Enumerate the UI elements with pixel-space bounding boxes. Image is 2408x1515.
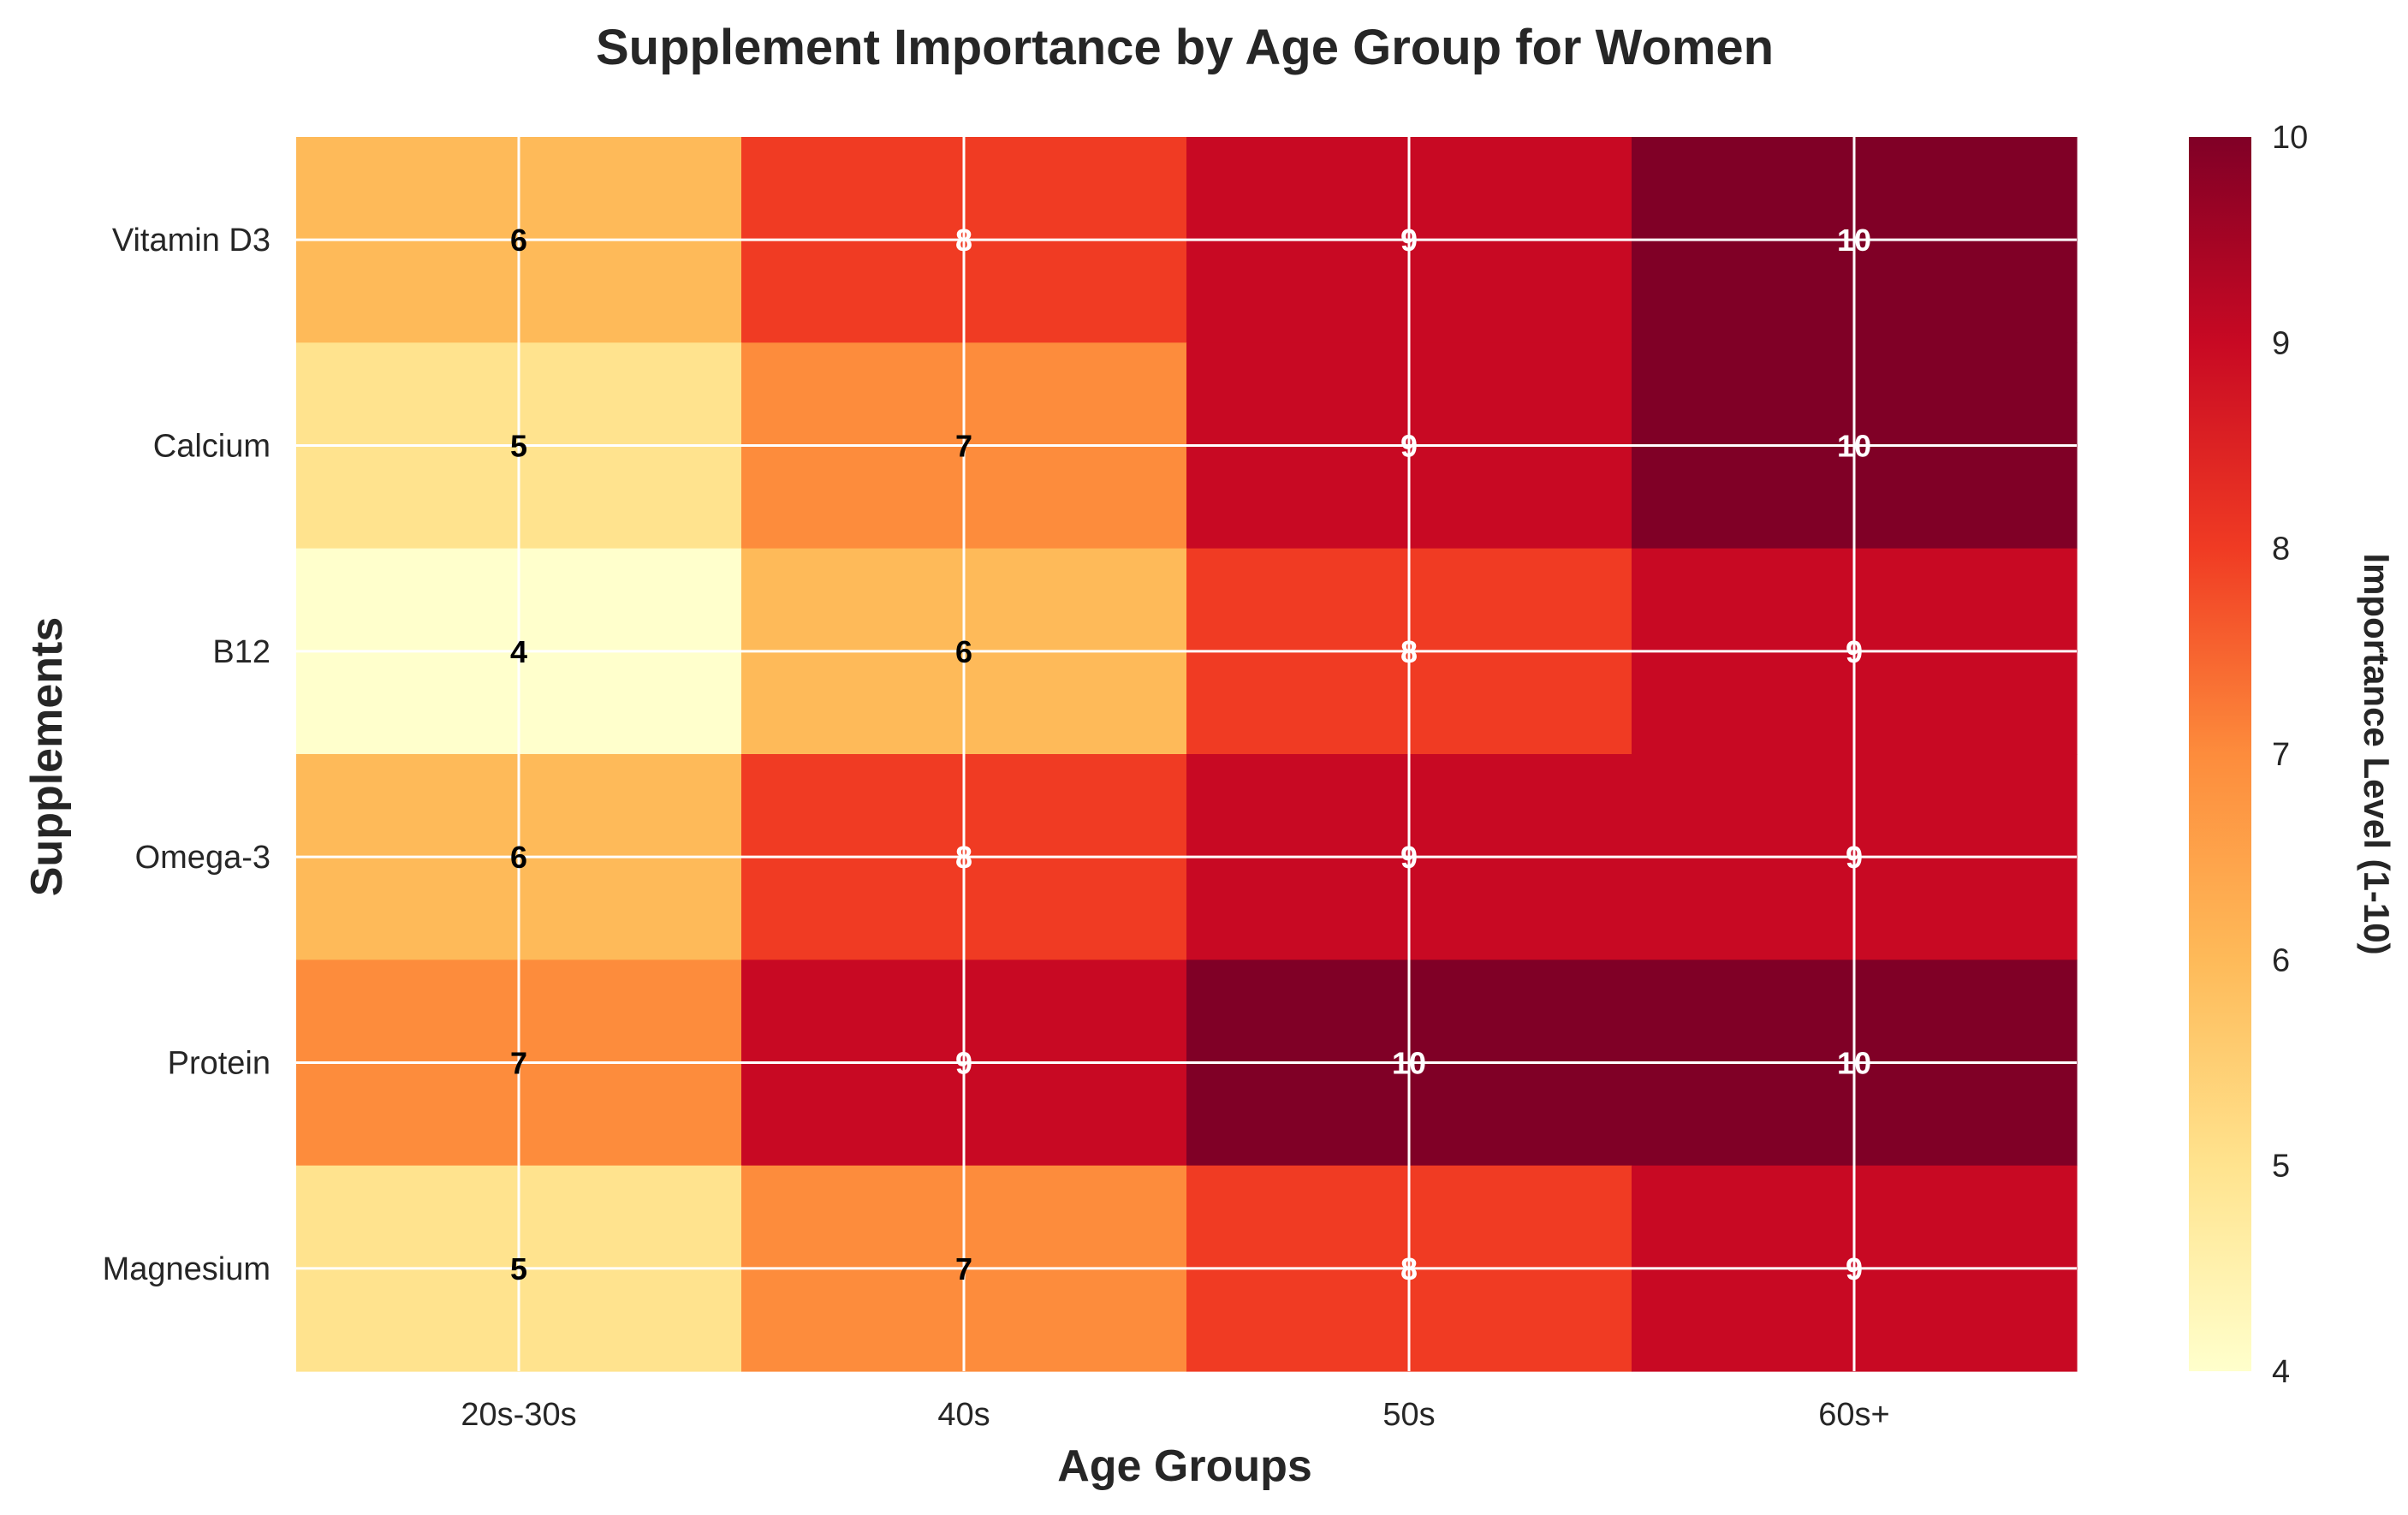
colorbar-tick-label: 7 — [2272, 737, 2290, 773]
cell-value-label: 9 — [955, 1046, 972, 1081]
cell-value-label: 6 — [955, 634, 972, 669]
cell-value-label: 7 — [955, 1251, 972, 1286]
cell-value-label: 9 — [1846, 634, 1863, 669]
colorbar-tick-label: 6 — [2272, 942, 2290, 978]
grid-lines — [296, 137, 2077, 1371]
y-tick-label: Omega-3 — [135, 840, 271, 876]
cell-value-label: 9 — [1400, 840, 1418, 875]
y-axis-label: Supplements — [22, 617, 72, 897]
y-tick-label: Vitamin D3 — [112, 223, 271, 258]
cell-value-label: 8 — [1400, 634, 1418, 669]
cell-value-labels: 6 8 9 10 5 7 9 10 4 6 8 9 6 8 9 9 7 9 10 10 5 7 8 9 — [510, 223, 1871, 1286]
colorbar — [2189, 137, 2251, 1371]
y-tick-label: B12 — [212, 634, 271, 670]
x-tick-label: 60s+ — [1818, 1397, 1889, 1433]
heatmap-cells — [296, 137, 2078, 1372]
cell-value-label: 5 — [510, 1251, 527, 1286]
cell-value-label: 5 — [510, 429, 527, 464]
cell-value-label: 4 — [510, 634, 527, 669]
cell-value-label: 7 — [510, 1046, 527, 1081]
cell-value-label: 9 — [1400, 223, 1418, 258]
chart-title: Supplement Importance by Age Group for W… — [596, 20, 1774, 75]
colorbar-tick-label: 9 — [2272, 325, 2290, 361]
cell-value-label: 8 — [955, 840, 972, 875]
colorbar-ticks: 4 5 6 7 8 9 10 — [2272, 120, 2308, 1390]
colorbar-tick-label: 4 — [2272, 1354, 2290, 1390]
colorbar-tick-label: 8 — [2272, 532, 2290, 567]
x-axis-ticks: 20s-30s 40s 50s 60s+ — [461, 1397, 1889, 1433]
x-tick-label: 20s-30s — [461, 1397, 576, 1433]
cell-value-label: 9 — [1846, 840, 1863, 875]
x-tick-label: 50s — [1382, 1397, 1435, 1433]
cell-value-label: 9 — [1400, 429, 1418, 464]
cell-value-label: 6 — [510, 223, 527, 258]
cell-value-label: 6 — [510, 840, 527, 875]
cell-value-label: 10 — [1837, 1046, 1871, 1081]
y-tick-label: Magnesium — [103, 1251, 271, 1287]
cell-value-label: 10 — [1837, 429, 1871, 464]
colorbar-label: Importance Level (1-10) — [2357, 553, 2397, 954]
x-tick-label: 40s — [937, 1397, 990, 1433]
y-axis-ticks: Vitamin D3 Calcium B12 Omega-3 Protein Magnes… — [103, 223, 271, 1287]
colorbar-tick-label: 10 — [2272, 120, 2308, 156]
cell-value-label: 9 — [1846, 1251, 1863, 1286]
cell-value-label: 7 — [955, 429, 972, 464]
colorbar-tick-label: 5 — [2272, 1149, 2290, 1185]
y-tick-label: Protein — [168, 1046, 271, 1082]
y-tick-label: Calcium — [153, 429, 271, 465]
cell-value-label: 10 — [1837, 223, 1871, 258]
x-axis-label: Age Groups — [1057, 1441, 1312, 1491]
cell-value-label: 8 — [1400, 1251, 1418, 1286]
cell-value-label: 10 — [1392, 1046, 1426, 1081]
cell-value-label: 8 — [955, 223, 972, 258]
